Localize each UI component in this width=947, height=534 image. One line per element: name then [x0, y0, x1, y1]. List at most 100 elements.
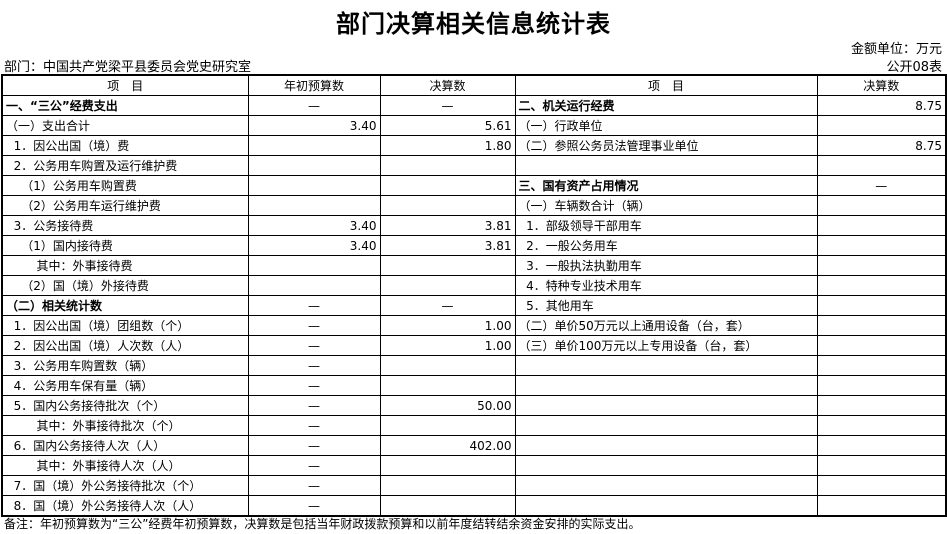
cell-item-left: 4．公务用车保有量（辆）	[1, 375, 249, 396]
cell-item-left: 其中：外事接待批次（个）	[1, 415, 249, 436]
cell-budget	[247, 195, 381, 216]
cell-item-right: 二、机关运行经费	[514, 95, 818, 116]
cell-item-right: 三、国有资产占用情况	[514, 175, 818, 196]
table-row: 5．国内公务接待批次（个） —50.00	[1, 395, 947, 416]
cell-budget: —	[247, 495, 381, 517]
department: 部门：中国共产党梁平县委员会党史研究室	[4, 60, 252, 75]
cell-item-right	[514, 435, 818, 456]
cell-item-left: 3．公务用车购置数（辆）	[1, 355, 249, 376]
cell-final-right	[816, 275, 947, 296]
cell-budget: —	[247, 95, 381, 116]
cell-item-right: 4．特种专业技术用车	[514, 275, 818, 296]
cell-budget: —	[247, 455, 381, 476]
cell-item-right	[514, 355, 818, 376]
cell-item-right: 3．一般执法执勤用车	[514, 255, 818, 276]
cell-budget: 3.40	[247, 235, 381, 256]
cell-item-right: （一）车辆数合计（辆）	[514, 195, 818, 216]
cell-final-left	[379, 415, 516, 436]
cell-item-right	[514, 375, 818, 396]
cell-final-right	[816, 475, 947, 496]
cell-final-left	[379, 255, 516, 276]
cell-item-left: （一）支出合计	[1, 115, 249, 136]
table-row: 3．公务用车购置数（辆） —	[1, 355, 947, 376]
cell-final-left	[379, 475, 516, 496]
amount-unit: 金额单位：万元	[850, 42, 942, 57]
cell-final-right: 8.75	[816, 135, 947, 156]
table-row: （2）国（境）外接待费 4．特种专业技术用车	[1, 275, 947, 296]
cell-item-right: 2．一般公务用车	[514, 235, 818, 256]
cell-budget	[247, 135, 381, 156]
cell-final-right	[816, 235, 947, 256]
cell-item-right	[514, 495, 818, 517]
cell-final-right: —	[816, 175, 947, 196]
cell-budget	[247, 255, 381, 276]
cell-item-left: 1．因公出国（境）团组数（个）	[1, 315, 249, 336]
table-code: 公开08表	[886, 60, 942, 75]
cell-final-left	[379, 195, 516, 216]
header-budget: 年初预算数	[247, 74, 381, 96]
table-row: 3．公务接待费 3.40 3.81 1．部级领导干部用车	[1, 215, 947, 236]
cell-item-left: （2）国（境）外接待费	[1, 275, 249, 296]
cell-budget: —	[247, 355, 381, 376]
table-row: （2）公务用车运行维护费 （一）车辆数合计（辆）	[1, 195, 947, 216]
cell-budget: —	[247, 415, 381, 436]
table-row: （二）相关统计数 — — 5．其他用车	[1, 295, 947, 316]
cell-budget: —	[247, 375, 381, 396]
header-item-right: 项 目	[514, 74, 818, 96]
cell-final-right	[816, 215, 947, 236]
cell-final-right	[816, 335, 947, 356]
cell-final-right: 8.75	[816, 95, 947, 116]
header-final-right: 决算数	[816, 74, 947, 96]
cell-item-left: 2．公务用车购置及运行维护费	[1, 155, 249, 176]
table-row: 6．国内公务接待人次（人） —402.00	[1, 435, 947, 456]
cell-item-right: （二）单价50万元以上通用设备（台，套）	[514, 315, 818, 336]
cell-final-right	[816, 355, 947, 376]
cell-final-right	[816, 115, 947, 136]
cell-final-right	[816, 375, 947, 396]
cell-item-right: （二）参照公务员法管理事业单位	[514, 135, 818, 156]
table-row: 其中：外事接待费 3．一般执法执勤用车	[1, 255, 947, 276]
cell-budget: —	[247, 395, 381, 416]
cell-final-left	[379, 275, 516, 296]
cell-budget: —	[247, 475, 381, 496]
table-row: （一）支出合计 3.40 5.61 （一）行政单位	[1, 115, 947, 136]
cell-item-right: （三）单价100万元以上专用设备（台，套）	[514, 335, 818, 356]
cell-budget	[247, 275, 381, 296]
cell-item-right	[514, 155, 818, 176]
cell-budget: 3.40	[247, 115, 381, 136]
cell-final-left: 1.80	[379, 135, 516, 156]
header-final-left: 决算数	[379, 74, 516, 96]
cell-final-right	[816, 395, 947, 416]
cell-budget: —	[247, 295, 381, 316]
cell-final-left	[379, 455, 516, 476]
cell-final-left	[379, 175, 516, 196]
cell-final-right	[816, 455, 947, 476]
cell-final-left	[379, 155, 516, 176]
cell-final-left	[379, 375, 516, 396]
cell-budget	[247, 175, 381, 196]
table-row: 8．国（境）外公务接待人次（人） —	[1, 495, 947, 517]
cell-final-left: —	[379, 95, 516, 116]
cell-budget: —	[247, 435, 381, 456]
table-row: 其中：外事接待人次（人） —	[1, 455, 947, 476]
cell-final-right	[816, 255, 947, 276]
cell-budget: —	[247, 315, 381, 336]
cell-item-left: （1）公务用车购置费	[1, 175, 249, 196]
table-row: 其中：外事接待批次（个） —	[1, 415, 947, 436]
table-row: 1．因公出国（境）费 1.80 （二）参照公务员法管理事业单位 8.75	[1, 135, 947, 156]
cell-final-left: 3.81	[379, 235, 516, 256]
cell-final-right	[816, 435, 947, 456]
cell-item-left: 2．因公出国（境）人次数（人）	[1, 335, 249, 356]
cell-final-right	[816, 155, 947, 176]
cell-budget: —	[247, 335, 381, 356]
cell-item-left: （二）相关统计数	[1, 295, 249, 316]
table-row: 4．公务用车保有量（辆） —	[1, 375, 947, 396]
cell-item-left: 8．国（境）外公务接待人次（人）	[1, 495, 249, 517]
statistics-table: 项 目 年初预算数 决算数 项 目 决算数 一、“三公”经费支出 — — 二、机关运行…	[1, 74, 947, 517]
page-title: 部门决算相关信息统计表	[336, 10, 611, 38]
header-item-left: 项 目	[1, 74, 249, 96]
cell-budget: 3.40	[247, 215, 381, 236]
cell-final-left: —	[379, 295, 516, 316]
cell-final-left: 50.00	[379, 395, 516, 416]
cell-budget	[247, 155, 381, 176]
